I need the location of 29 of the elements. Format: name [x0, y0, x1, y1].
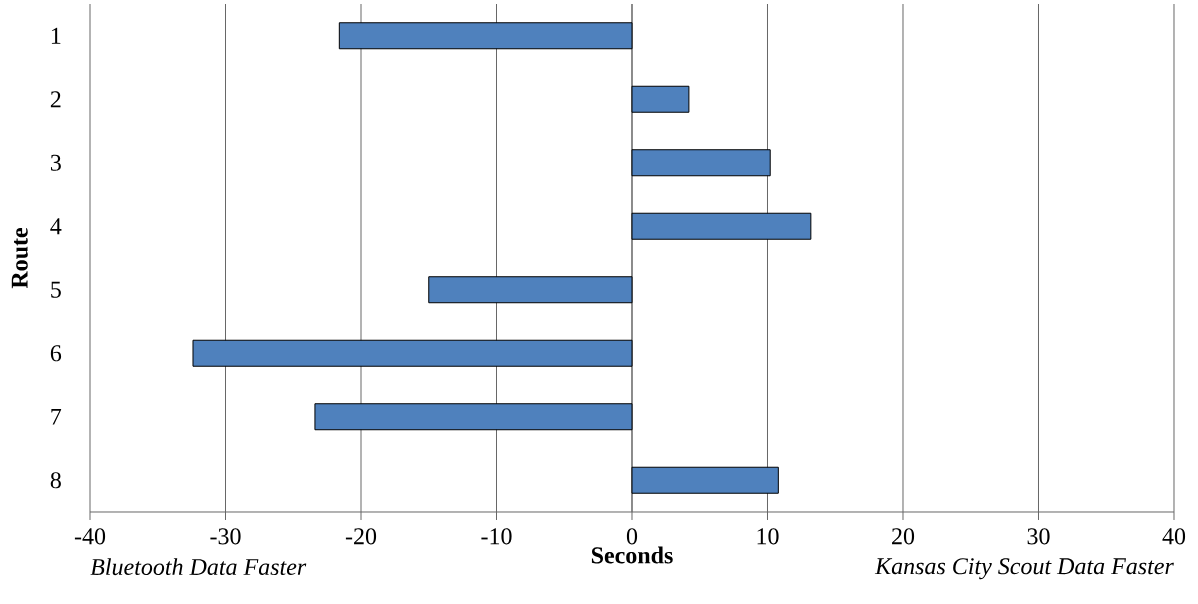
x-tick-label: 40: [1162, 528, 1186, 545]
x-tick-label: -40: [74, 528, 106, 545]
bar: [631, 85, 690, 113]
bar: [631, 212, 812, 240]
x-tick-label: 30: [1027, 528, 1050, 545]
text: Kansas City Scout Data Faster: [874, 558, 1174, 580]
x-tick-label: 20: [892, 528, 915, 545]
bar: [314, 403, 633, 431]
bar: [338, 22, 633, 50]
x-tick-label: 0: [626, 528, 638, 545]
y-tick-label: 2: [50, 91, 61, 108]
x-tick-label: -10: [481, 528, 512, 545]
y-tick-label: 6: [50, 345, 62, 362]
x-tick-label: -30: [210, 528, 241, 545]
y-tick-label: 4: [50, 218, 62, 235]
text: Bluetooth Data Faster: [90, 558, 307, 576]
y-tick-label: 1: [51, 27, 61, 44]
bar: [428, 276, 633, 304]
bar: [192, 339, 633, 367]
bar: [631, 466, 779, 494]
y-tick-label: 7: [51, 408, 62, 425]
x-axis-title: Seconds: [591, 546, 673, 564]
x-tick-label: 10: [757, 528, 779, 545]
y-axis-title: Route: [11, 227, 28, 289]
bar: [631, 149, 771, 177]
x-tick-label: -20: [345, 528, 377, 545]
y-tick-label: 8: [50, 472, 61, 489]
y-tick-label: 3: [50, 154, 61, 171]
y-tick-label: 5: [51, 281, 61, 298]
